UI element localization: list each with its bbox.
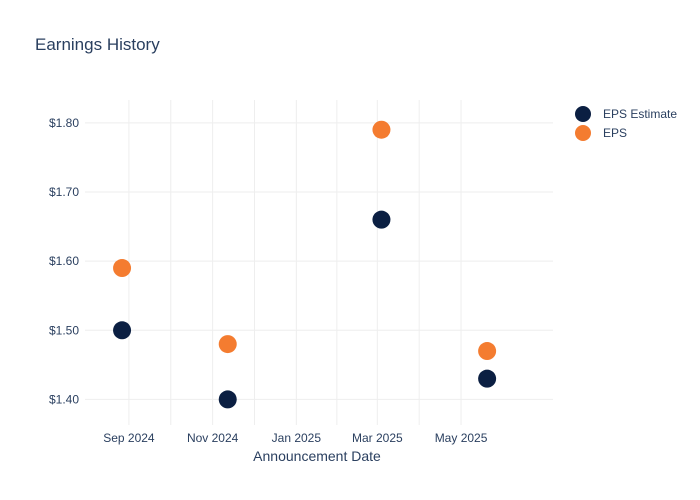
- x-tick-label: Jan 2025: [272, 431, 322, 445]
- legend: EPS Estimate EPS: [575, 106, 677, 141]
- x-tick-label: Mar 2025: [352, 431, 403, 445]
- eps-estimate-point[interactable]: [478, 369, 497, 388]
- eps-point[interactable]: [113, 259, 132, 278]
- eps-point[interactable]: [218, 335, 237, 354]
- eps-estimate-point[interactable]: [113, 321, 132, 340]
- x-tick-label: Nov 2024: [187, 431, 239, 445]
- x-axis-title: Announcement Date: [253, 448, 381, 464]
- x-axis-ticks: Sep 2024 Nov 2024 Jan 2025 Mar 2025 May 2025: [103, 431, 487, 445]
- y-tick-label: $1.60: [49, 254, 79, 268]
- y-gridlines: [85, 122, 553, 400]
- y-axis-ticks: $1.40 $1.50 $1.60 $1.70 $1.80: [49, 116, 79, 407]
- eps-point[interactable]: [478, 342, 497, 361]
- x-gridlines: [128, 100, 462, 425]
- data-points: [113, 120, 497, 409]
- y-tick-label: $1.40: [49, 392, 79, 406]
- y-tick-label: $1.50: [49, 323, 79, 337]
- legend-marker[interactable]: [575, 125, 591, 141]
- x-tick-label: May 2025: [435, 431, 488, 445]
- legend-label[interactable]: EPS Estimate: [603, 107, 677, 121]
- eps-point[interactable]: [372, 120, 391, 139]
- y-tick-label: $1.80: [49, 116, 79, 130]
- legend-label[interactable]: EPS: [603, 126, 627, 140]
- x-tick-label: Sep 2024: [103, 431, 155, 445]
- y-tick-label: $1.70: [49, 185, 79, 199]
- legend-marker[interactable]: [575, 106, 591, 122]
- chart-title: Earnings History: [35, 35, 160, 54]
- eps-estimate-point[interactable]: [218, 390, 237, 409]
- eps-estimate-point[interactable]: [372, 210, 391, 229]
